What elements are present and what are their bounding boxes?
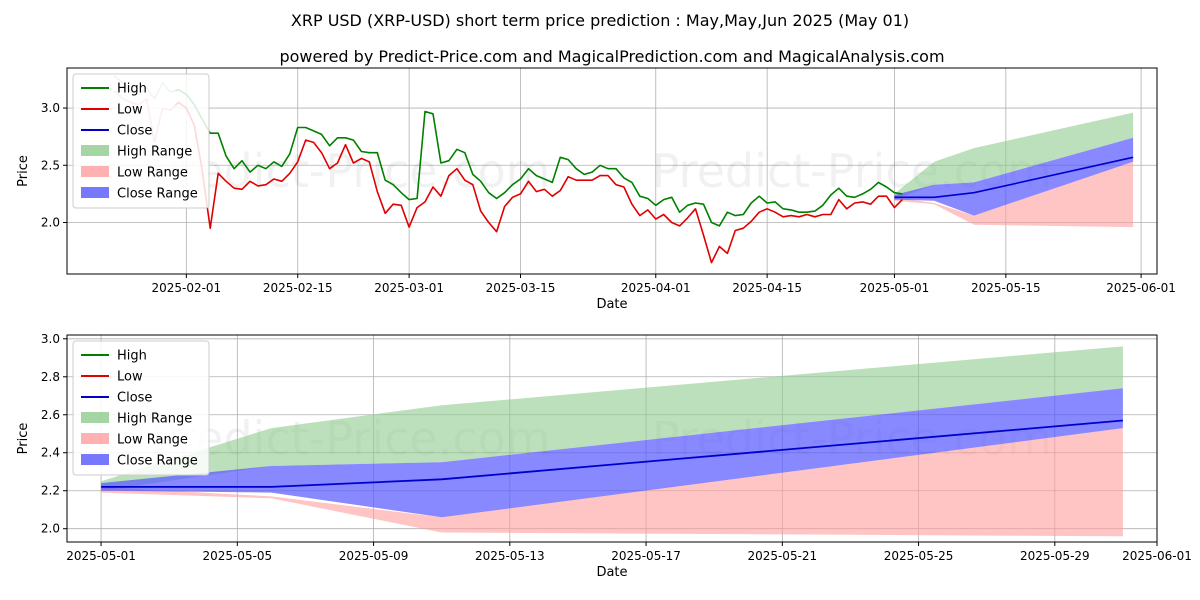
chart-title: XRP USD (XRP-USD) short term price predi… (291, 11, 909, 30)
low-range-band (101, 428, 1123, 537)
y-tick-label: 2.0 (41, 522, 60, 536)
legend-close-range-swatch (81, 454, 109, 465)
x-tick-label: 2025-03-15 (486, 281, 556, 295)
legend-high-label: High (117, 82, 147, 97)
legend-close-label: Close (117, 391, 152, 406)
y-tick-label: 2.0 (41, 216, 60, 230)
x-axis-label: Date (596, 565, 627, 580)
legend-close-range-swatch (81, 187, 109, 198)
legend-low-range-label: Low Range (117, 166, 188, 181)
forecast-zoom-panel: Predict-Price.comPredict-Price.com2025-0… (16, 332, 1192, 580)
x-tick-label: 2025-05-09 (339, 549, 409, 563)
close-range-band (894, 137, 1134, 216)
x-axis-label: Date (596, 297, 627, 312)
x-tick-label: 2025-04-15 (732, 281, 802, 295)
x-tick-label: 2025-05-01 (66, 549, 136, 563)
y-tick-label: 2.4 (41, 446, 60, 460)
watermark: Predict-Price.com (150, 144, 550, 198)
y-tick-label: 2.5 (41, 158, 60, 172)
top-axes-frame (66, 67, 1158, 275)
high-range-band (894, 112, 1134, 200)
legend-low-range-label: Low Range (117, 433, 188, 448)
close-forecast-line (101, 419, 1123, 488)
y-tick-label: 2.8 (41, 370, 60, 384)
y-axis-label: Price (16, 423, 31, 455)
x-tick-label: 2025-05-17 (611, 549, 681, 563)
x-tick-label: 2025-05-05 (202, 549, 272, 563)
legend-high-range-label: High Range (117, 412, 192, 427)
y-tick-label: 2.6 (41, 408, 60, 422)
close-forecast-line (894, 156, 1134, 199)
legend-close-range-label: Close Range (117, 187, 198, 202)
y-tick-label: 2.2 (41, 484, 60, 498)
x-tick-label: 2025-02-15 (263, 281, 333, 295)
legend-high-range-swatch (81, 412, 109, 423)
x-tick-label: 2025-05-13 (475, 549, 545, 563)
chart-subtitle: powered by Predict-Price.com and Magical… (279, 47, 944, 66)
y-tick-label: 3.0 (41, 332, 60, 346)
x-tick-label: 2025-05-29 (1020, 549, 1090, 563)
legend-low-label: Low (117, 370, 143, 385)
legend-close-label: Close (117, 124, 152, 139)
x-tick-label: 2025-05-25 (884, 549, 954, 563)
y-axis-label: Price (16, 155, 31, 187)
x-tick-label: 2025-05-01 (860, 281, 930, 295)
x-tick-label: 2025-06-01 (1106, 281, 1176, 295)
low-series-line (114, 90, 903, 264)
low-range-band (894, 161, 1134, 228)
history-and-forecast-panel: Predict-Price.com Predict-Price.com2025-0… (16, 67, 1176, 312)
high-range-band (101, 346, 1123, 491)
legend-high-range-label: High Range (117, 145, 192, 160)
x-tick-label: 2025-04-01 (621, 281, 691, 295)
x-tick-label: 2025-05-15 (971, 281, 1041, 295)
legend-low-label: Low (117, 103, 143, 118)
x-tick-label: 2025-03-01 (374, 281, 444, 295)
legend-low-range-swatch (81, 433, 109, 444)
legend-high-range-swatch (81, 145, 109, 156)
high-series-line (114, 75, 903, 227)
legend-close-range-label: Close Range (117, 454, 198, 469)
legend-low-range-swatch (81, 166, 109, 177)
x-tick-label: 2025-06-01 (1122, 549, 1192, 563)
legend-high-label: High (117, 349, 147, 364)
bottom-axes-frame (66, 334, 1158, 543)
close-range-band (101, 388, 1123, 518)
x-tick-label: 2025-05-21 (747, 549, 817, 563)
x-tick-label: 2025-02-01 (151, 281, 221, 295)
y-tick-label: 3.0 (41, 101, 60, 115)
